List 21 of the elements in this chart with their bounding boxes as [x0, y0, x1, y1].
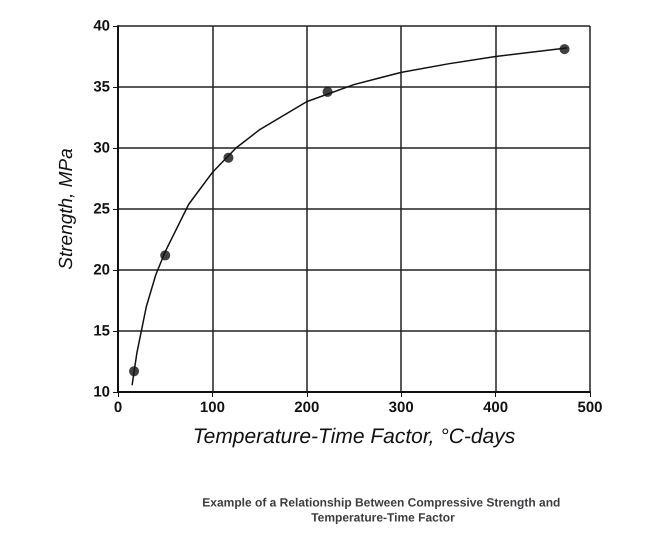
x-tick-label: 300 — [388, 399, 414, 416]
y-axis-title: Strength, MPa — [56, 148, 77, 270]
y-tick-label: 15 — [93, 322, 110, 340]
y-tick-label: 35 — [93, 78, 110, 96]
point — [160, 250, 170, 260]
x-tick-label: 0 — [114, 399, 122, 416]
x-axis-title: Temperature-Time Factor, °C-days — [192, 425, 516, 448]
x-tick-label: 200 — [294, 399, 320, 416]
text: Example of a Relationship Between Compressive Strength and Temperature-Time Factor — [202, 496, 564, 524]
y-tick-label: 40 — [93, 18, 110, 34]
x-tick-label: 400 — [483, 399, 508, 416]
x-tick-label: 500 — [577, 399, 603, 416]
y-tick-label: 10 — [93, 384, 110, 400]
point — [129, 366, 140, 376]
point — [223, 152, 234, 163]
x-tick-label: 100 — [200, 399, 225, 416]
point — [322, 86, 333, 97]
y-tick-label: 25 — [93, 200, 110, 218]
point — [560, 44, 570, 54]
y-tick-label: 20 — [93, 262, 110, 278]
y-tick-label: 30 — [93, 140, 110, 156]
